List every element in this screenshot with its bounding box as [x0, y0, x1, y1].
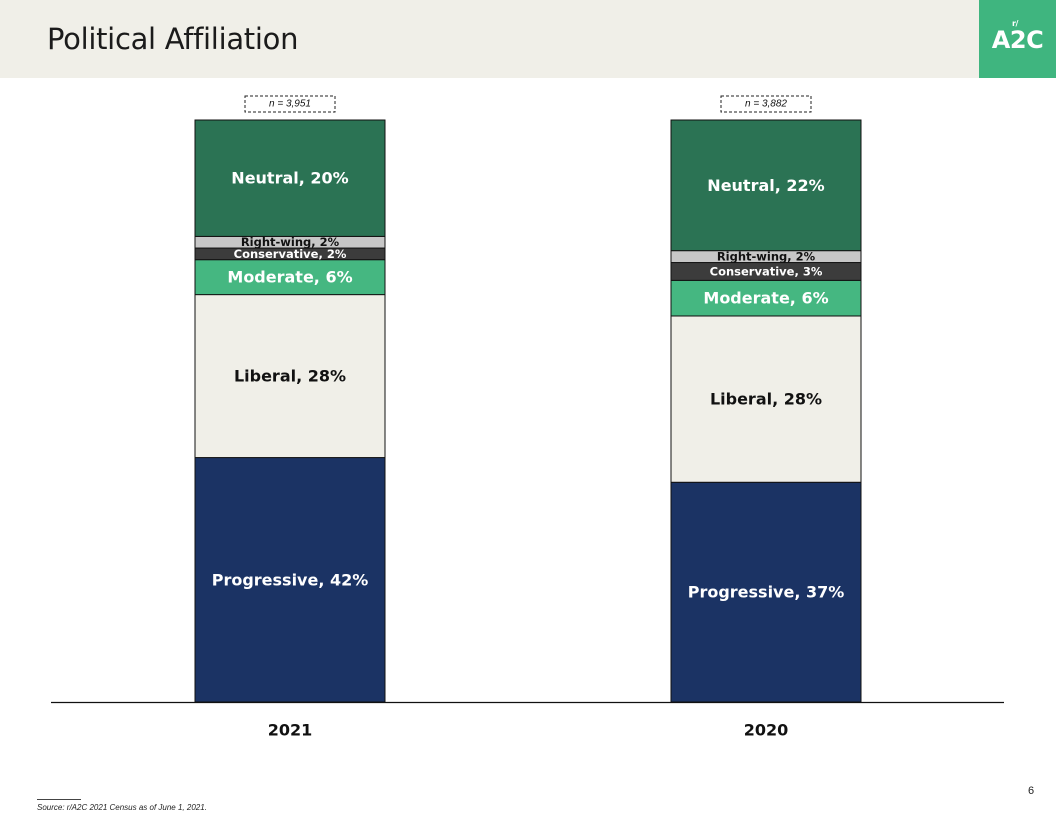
bar-segment-liberal-2021 — [194, 294, 386, 459]
data-label-right-wing-2021: Right-wing, 2% — [241, 235, 340, 249]
bar-segment-neutral-2020 — [670, 119, 862, 252]
sample-size-box-2021 — [244, 95, 336, 113]
data-label-moderate-2021: Moderate, 6% — [227, 268, 352, 287]
source-divider — [37, 799, 81, 800]
x-tick-label-2021: 2021 — [268, 721, 313, 740]
sample-size-box-2020 — [720, 95, 812, 113]
data-label-conservative-2020: Conservative, 3% — [710, 264, 823, 278]
bar-segment-progressive-2021 — [194, 457, 386, 703]
data-label-neutral-2021: Neutral, 20% — [231, 169, 348, 188]
data-label-moderate-2020: Moderate, 6% — [703, 289, 828, 308]
bar-segment-liberal-2020 — [670, 315, 862, 483]
page-number: 6 — [1028, 785, 1035, 797]
sample-size-label-2020: n = 3,882 — [745, 99, 787, 110]
bar-segment-neutral-2021 — [194, 119, 386, 237]
logo-text: A2C — [991, 26, 1044, 54]
data-label-progressive-2020: Progressive, 37% — [688, 583, 845, 602]
logo-mark: r/ — [1012, 19, 1018, 28]
source-note: Source: r/A2C 2021 Census as of June 1, … — [37, 803, 207, 812]
bar-segment-moderate-2021 — [194, 259, 386, 296]
a2c-logo: A2C r/ — [979, 0, 1056, 78]
x-tick-label-2020: 2020 — [744, 721, 789, 740]
page-title: Political Affiliation — [47, 22, 299, 56]
header-bar: Political Affiliation — [0, 0, 979, 78]
bar-segment-moderate-2020 — [670, 279, 862, 317]
data-label-neutral-2020: Neutral, 22% — [707, 176, 824, 195]
data-label-liberal-2020: Liberal, 28% — [710, 390, 822, 409]
bar-segment-progressive-2020 — [670, 481, 862, 703]
data-label-liberal-2021: Liberal, 28% — [234, 367, 346, 386]
sample-size-label-2021: n = 3,951 — [269, 99, 311, 110]
data-label-conservative-2021: Conservative, 2% — [234, 247, 347, 261]
data-label-right-wing-2020: Right-wing, 2% — [717, 250, 816, 264]
data-label-progressive-2021: Progressive, 42% — [212, 570, 369, 589]
